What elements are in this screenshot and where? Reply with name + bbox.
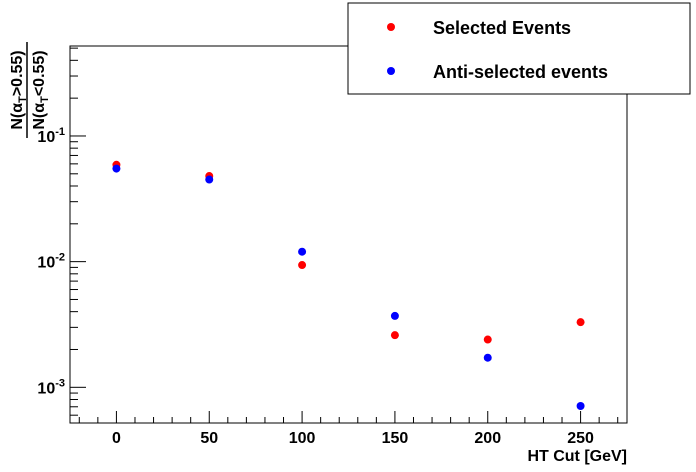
x-axis-title: HT Cut [GeV]: [527, 448, 627, 465]
legend-marker-anti-selected: [387, 67, 395, 75]
y-tick-label: 10-2: [37, 252, 65, 272]
legend: Selected Events Anti-selected events: [347, 2, 691, 95]
legend-marker-selected: [387, 23, 395, 31]
data-point: [205, 175, 214, 184]
x-tick-label: 100: [289, 430, 316, 447]
x-tick-label: 250: [567, 430, 594, 447]
x-tick-label: 50: [200, 430, 218, 447]
data-point: [576, 318, 585, 327]
series-1: [112, 164, 585, 411]
data-point: [112, 164, 121, 173]
data-point: [576, 402, 585, 411]
data-point: [390, 331, 399, 340]
legend-label-anti-selected: Anti-selected events: [433, 62, 608, 82]
data-point: [483, 353, 492, 362]
y-axis-numerator: N(αT>0.55): [9, 50, 29, 129]
plot-frame: [69, 45, 628, 424]
y-axis-denominator: N(αT<0.55): [31, 50, 51, 129]
data-point: [298, 247, 307, 256]
legend-box: [347, 2, 691, 95]
y-axis-title: N(αT>0.55) N(αT<0.55): [9, 42, 51, 138]
data-point: [298, 261, 307, 270]
data-points: [112, 160, 585, 411]
x-tick-label: 200: [474, 430, 501, 447]
y-tick-label: 10-3: [37, 377, 65, 397]
data-point: [483, 335, 492, 344]
x-tick-label: 150: [382, 430, 409, 447]
y-tick-label: 10-1: [37, 126, 65, 146]
data-point: [390, 311, 399, 320]
series-0: [112, 160, 585, 344]
legend-label-selected: Selected Events: [433, 18, 571, 38]
x-tick-label: 0: [112, 430, 121, 447]
axes: 0 50 100 150 200 250 10-1 10-2 10-3: [37, 47, 619, 447]
